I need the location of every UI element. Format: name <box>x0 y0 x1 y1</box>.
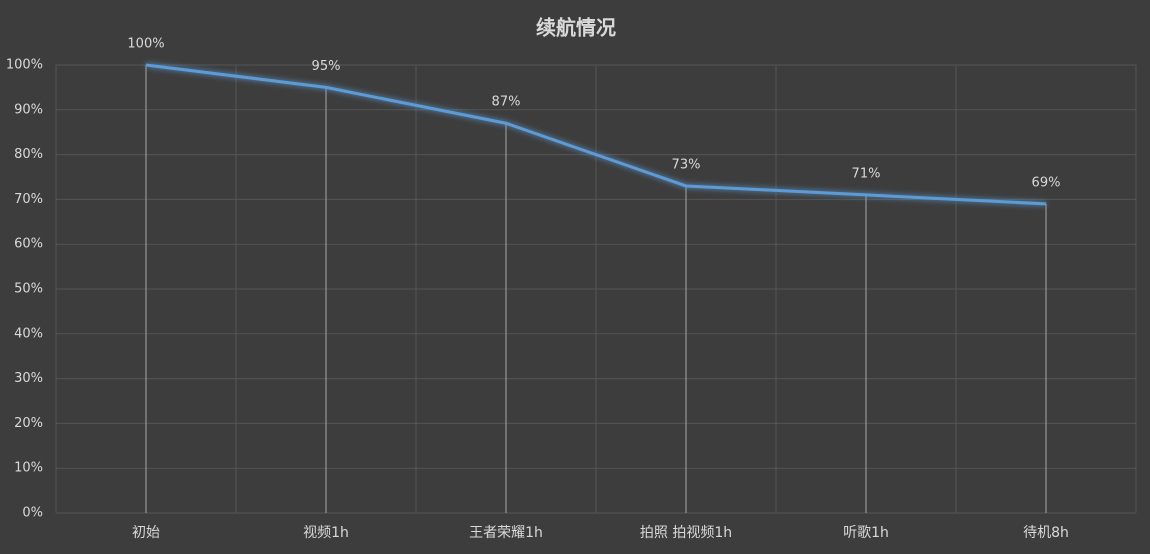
x-tick-label: 待机8h <box>1023 525 1069 541</box>
y-tick-label: 80% <box>14 147 43 162</box>
data-label: 87% <box>492 95 521 110</box>
x-tick-label: 王者荣耀1h <box>469 525 543 541</box>
data-label: 100% <box>127 37 164 52</box>
y-tick-label: 60% <box>14 237 43 252</box>
y-tick-label: 50% <box>14 282 43 297</box>
data-label: 69% <box>1032 175 1061 190</box>
y-tick-label: 90% <box>14 102 43 117</box>
chart-title: 续航情况 <box>536 16 616 40</box>
data-label: 73% <box>672 157 701 172</box>
data-label: 71% <box>852 166 881 181</box>
y-tick-label: 20% <box>14 416 43 431</box>
y-tick-label: 10% <box>14 461 43 476</box>
x-tick-label: 视频1h <box>303 525 349 541</box>
x-tick-label: 初始 <box>132 524 160 541</box>
x-tick-label: 拍照 拍视频1h <box>640 525 732 541</box>
data-label: 95% <box>312 59 341 74</box>
y-tick-label: 0% <box>22 506 43 521</box>
y-tick-label: 30% <box>14 371 43 386</box>
y-tick-label: 40% <box>14 326 43 341</box>
line <box>145 63 1047 206</box>
y-tick-label: 100% <box>6 58 43 73</box>
x-tick-label: 听歌1h <box>843 525 889 541</box>
y-tick-label: 70% <box>14 192 43 207</box>
